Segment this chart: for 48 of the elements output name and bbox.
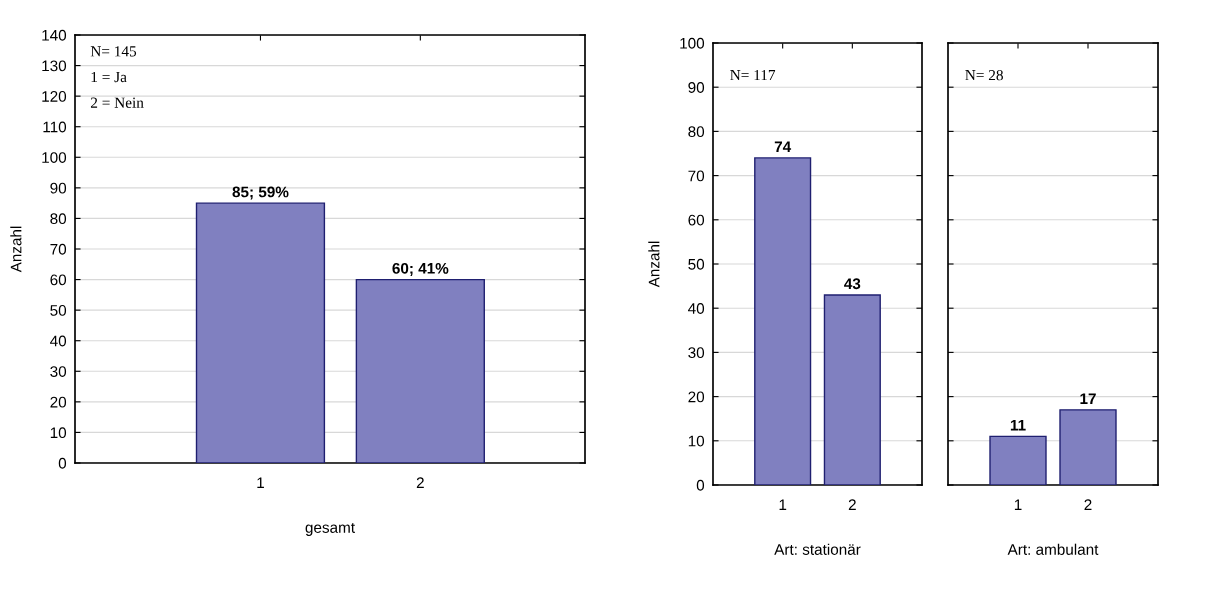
x-axis-title: Art: stationär — [774, 543, 861, 555]
data-label: 11 — [1010, 419, 1026, 431]
y-tick-label: 70 — [688, 170, 705, 182]
x-axis-title: gesamt — [305, 522, 355, 536]
y-tick-label: 60 — [688, 214, 705, 226]
x-tick-label: 2 — [848, 499, 856, 510]
y-tick-label: 80 — [688, 126, 705, 138]
annotation: N= 117 — [730, 70, 776, 81]
y-tick-label: 40 — [50, 335, 67, 347]
y-tick-label: 130 — [42, 60, 67, 72]
y-tick-label: 80 — [50, 213, 67, 225]
y-tick-label: 110 — [43, 121, 67, 133]
data-label: 60; 41% — [392, 262, 449, 276]
data-label: 43 — [844, 278, 861, 290]
x-tick-label: 1 — [1014, 499, 1022, 510]
y-axis-title: Anzahl — [10, 226, 22, 273]
y-tick-label: 50 — [50, 305, 67, 316]
y-tick-label: 100 — [680, 37, 705, 49]
annotation: N= 28 — [965, 69, 1003, 81]
y-tick-label: 30 — [50, 366, 67, 377]
x-tick-label: 1 — [257, 477, 264, 488]
annotation: 1 = Ja — [91, 71, 127, 83]
annotation: N= 145 — [90, 46, 137, 57]
y-axis-title: Anzahl — [648, 241, 660, 288]
y-tick-label: 140 — [42, 29, 67, 41]
data-label: 74 — [774, 141, 792, 152]
y-tick-label: 120 — [42, 91, 67, 102]
x-tick-label: 2 — [1084, 499, 1092, 510]
y-tick-label: 100 — [42, 152, 67, 163]
y-tick-label: 30 — [688, 347, 705, 359]
y-tick-label: 20 — [688, 391, 705, 403]
x-axis-title: Art: ambulant — [1007, 543, 1099, 555]
y-tick-label: 20 — [50, 396, 67, 408]
y-tick-label: 40 — [688, 303, 705, 314]
y-tick-label: 50 — [688, 258, 705, 270]
data-label: 85; 59% — [232, 186, 289, 200]
y-tick-label: 90 — [50, 182, 67, 194]
x-tick-label: 1 — [779, 499, 787, 510]
y-tick-label: 0 — [58, 457, 67, 469]
y-tick-label: 90 — [688, 82, 705, 93]
y-tick-label: 10 — [688, 435, 705, 447]
annotation: 2 = Nein — [90, 97, 144, 108]
data-label: 17 — [1080, 393, 1096, 404]
y-tick-label: 10 — [50, 427, 67, 439]
x-tick-label: 2 — [416, 477, 424, 488]
y-tick-label: 0 — [696, 479, 705, 491]
y-tick-label: 60 — [50, 274, 67, 286]
y-tick-label: 70 — [50, 243, 67, 255]
